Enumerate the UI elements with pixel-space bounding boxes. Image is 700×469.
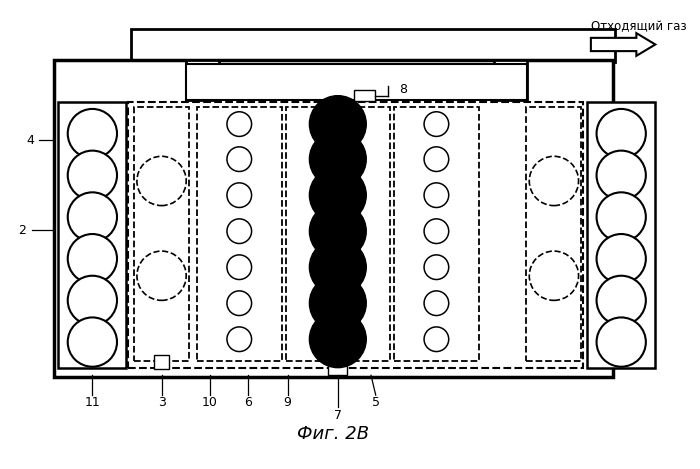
Bar	[131, 30, 615, 61]
Bar	[587, 102, 655, 368]
Text: 11: 11	[85, 396, 100, 409]
Polygon shape	[591, 33, 655, 56]
Text: 7: 7	[334, 409, 342, 423]
Circle shape	[424, 255, 449, 280]
Circle shape	[137, 251, 186, 300]
Bar	[186, 60, 219, 102]
Circle shape	[309, 96, 366, 152]
Circle shape	[68, 318, 117, 367]
Circle shape	[137, 156, 186, 205]
Text: 3: 3	[158, 396, 165, 409]
Bar	[58, 102, 127, 368]
Bar	[53, 60, 613, 377]
Circle shape	[424, 219, 449, 243]
Circle shape	[227, 219, 251, 243]
Bar	[494, 60, 527, 102]
Circle shape	[424, 147, 449, 172]
Circle shape	[424, 112, 449, 136]
Circle shape	[68, 151, 117, 200]
Bar	[197, 107, 282, 361]
Bar	[186, 64, 527, 100]
Circle shape	[596, 192, 646, 242]
Circle shape	[227, 147, 251, 172]
Circle shape	[424, 327, 449, 352]
Circle shape	[227, 112, 251, 136]
Circle shape	[529, 251, 579, 300]
Text: 5: 5	[372, 396, 379, 409]
Bar	[393, 107, 479, 361]
Circle shape	[227, 291, 251, 316]
Bar	[328, 361, 347, 375]
Text: Фиг. 2В: Фиг. 2В	[297, 425, 369, 443]
Text: 2: 2	[18, 224, 26, 237]
Circle shape	[68, 276, 117, 325]
Circle shape	[309, 311, 366, 368]
Circle shape	[596, 276, 646, 325]
Bar	[154, 356, 169, 369]
Circle shape	[309, 239, 366, 295]
Circle shape	[424, 291, 449, 316]
Circle shape	[68, 109, 117, 158]
Circle shape	[68, 234, 117, 283]
Text: 8: 8	[399, 83, 407, 97]
Circle shape	[68, 192, 117, 242]
Circle shape	[596, 109, 646, 158]
Bar	[526, 107, 582, 361]
Circle shape	[309, 203, 366, 260]
Circle shape	[424, 183, 449, 207]
Bar	[134, 107, 189, 361]
Circle shape	[309, 275, 366, 332]
Circle shape	[309, 131, 366, 188]
Circle shape	[596, 151, 646, 200]
Bar	[128, 102, 583, 368]
Text: 6: 6	[244, 396, 252, 409]
Circle shape	[309, 167, 366, 224]
Bar	[354, 90, 374, 101]
Text: Отходящий газ: Отходящий газ	[591, 20, 687, 33]
Circle shape	[596, 318, 646, 367]
Text: 4: 4	[26, 134, 34, 147]
Bar	[286, 107, 390, 361]
Circle shape	[227, 327, 251, 352]
Circle shape	[596, 234, 646, 283]
Circle shape	[529, 156, 579, 205]
Text: 10: 10	[202, 396, 218, 409]
Circle shape	[227, 255, 251, 280]
Text: 9: 9	[284, 396, 291, 409]
Circle shape	[227, 183, 251, 207]
